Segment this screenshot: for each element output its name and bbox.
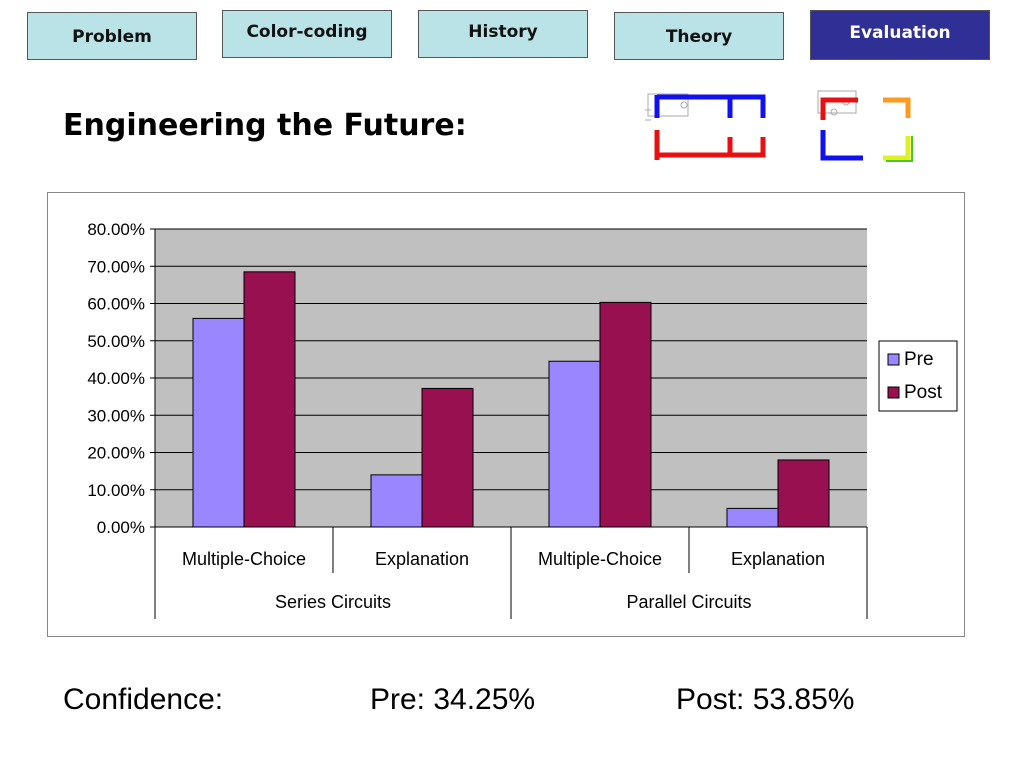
bar-pre	[548, 360, 601, 528]
x-tick-label: Multiple-Choice	[538, 549, 662, 569]
legend-swatch-post	[887, 386, 900, 399]
bar-pre	[370, 474, 423, 528]
bar-post	[599, 301, 652, 528]
confidence-pre: Pre: 34.25%	[370, 683, 536, 716]
bar-pre	[192, 317, 245, 528]
page-title: Engineering the Future:	[63, 108, 467, 143]
parallel-circuit-icon	[817, 90, 913, 162]
y-tick-label: 70.00%	[87, 257, 145, 276]
legend-swatch-pre	[887, 353, 900, 366]
series-circuit-icon	[645, 93, 766, 160]
y-tick-label: 10.00%	[87, 481, 145, 500]
confidence-row: Confidence: Pre: 34.25% Post: 53.85%	[0, 683, 1024, 723]
bar-post	[421, 387, 474, 528]
y-tick-label: 80.00%	[87, 220, 145, 239]
y-tick-label: 30.00%	[87, 406, 145, 425]
bar-pre	[726, 507, 779, 528]
chart-frame: 0.00% 10.00% 20.00% 30.00% 40.00% 50.00% 60.00…	[47, 192, 965, 637]
y-tick-label: 50.00%	[87, 332, 145, 351]
legend-label: Post	[904, 382, 943, 403]
y-tick-label: 20.00%	[87, 444, 145, 463]
tab-history[interactable]: History	[418, 10, 588, 58]
x-tick-label: Explanation	[375, 549, 469, 569]
confidence-post: Post: 53.85%	[676, 683, 855, 716]
bar-chart: 0.00% 10.00% 20.00% 30.00% 40.00% 50.00% 60.00…	[87, 220, 958, 619]
x-tick-label: Multiple-Choice	[182, 549, 306, 569]
tab-theory[interactable]: Theory	[614, 12, 784, 60]
legend	[878, 340, 958, 412]
confidence-label: Confidence:	[63, 683, 224, 716]
tab-color-coding[interactable]: Color-coding	[222, 10, 392, 58]
bar-post	[777, 459, 830, 528]
x-tick-label: Explanation	[731, 549, 825, 569]
y-tick-label: 60.00%	[87, 295, 145, 314]
bar-post	[243, 271, 296, 528]
tab-evaluation[interactable]: Evaluation	[810, 10, 990, 60]
group-label: Parallel Circuits	[626, 592, 751, 612]
legend-label: Pre	[904, 349, 934, 370]
tab-problem[interactable]: Problem	[27, 12, 197, 60]
y-tick-label: 40.00%	[87, 369, 145, 388]
group-label: Series Circuits	[275, 592, 391, 612]
y-tick-label: 0.00%	[97, 518, 145, 537]
